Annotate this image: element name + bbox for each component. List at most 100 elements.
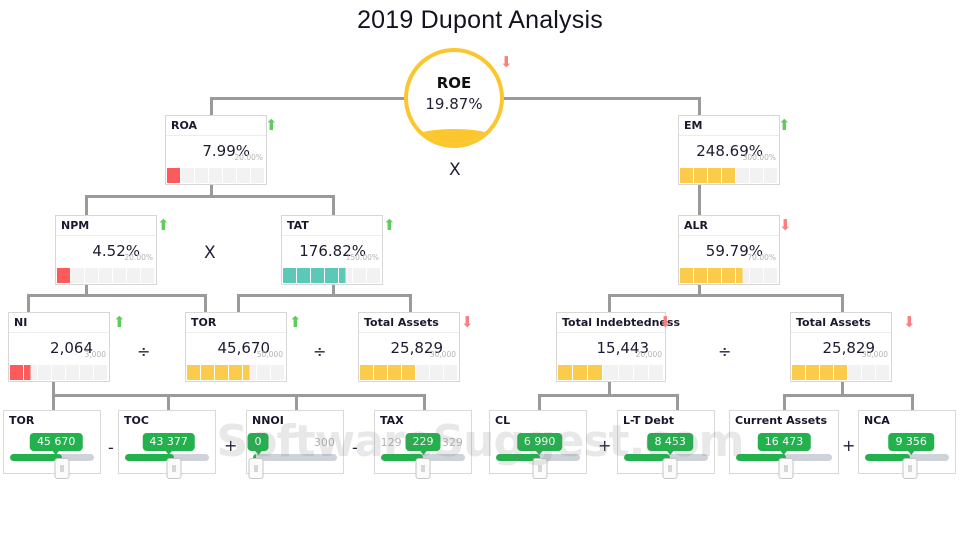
connector-ta-left-drop <box>409 294 412 312</box>
slider-nnoi-track[interactable] <box>253 454 337 461</box>
slider-card-lt-debt[interactable]: L-T Debt 8 453 <box>617 410 715 479</box>
slider-tax-area[interactable]: 129 329 229 <box>381 431 465 479</box>
card-tat[interactable]: TAT 176.82% 150.00% <box>281 215 383 285</box>
card-total-assets-right-label: Total Assets <box>791 313 891 333</box>
card-alr[interactable]: ALR 59.79% 70.00% <box>678 215 780 285</box>
connector-tat-bus <box>237 294 412 297</box>
slider-card-toc[interactable]: TOC 43 377 <box>118 410 216 479</box>
slider-tax-fill <box>381 454 423 461</box>
slider-card-nca[interactable]: NCA 9 356 <box>858 410 956 479</box>
gauge-segment <box>848 365 862 380</box>
operator-ca-plus: + <box>842 436 856 455</box>
card-ni[interactable]: NI 2,064 3,000 <box>8 312 110 382</box>
slider-lt-debt-track[interactable] <box>624 454 708 461</box>
card-tat-max: 150.00% <box>345 253 379 262</box>
slider-tor-handle[interactable] <box>54 458 70 479</box>
slider-toc-track[interactable] <box>125 454 209 461</box>
slider-nca-track[interactable] <box>865 454 949 461</box>
card-npm-label: NPM <box>56 216 156 236</box>
slider-current-assets-track[interactable] <box>736 454 832 461</box>
gauge-segment <box>722 268 736 283</box>
operator-tor-divide: ÷ <box>313 342 327 361</box>
slider-cl-handle[interactable] <box>532 458 548 479</box>
slider-lt-debt-area[interactable]: 8 453 <box>624 431 708 479</box>
card-tor-value: 45,670 <box>217 339 271 357</box>
card-total-assets-left[interactable]: Total Assets 25,829 30,000 <box>358 312 460 382</box>
gauge-segment <box>271 365 285 380</box>
slider-tor-label: TOR <box>9 414 35 427</box>
slider-toc-fill <box>125 454 174 461</box>
slider-card-tax[interactable]: TAX 129 329 229 <box>374 410 472 479</box>
card-total-assets-right[interactable]: Total Assets 25,829 30,000 <box>790 312 892 382</box>
arrow-down-icon: ⬇ <box>779 216 792 234</box>
card-ni-max: 3,000 <box>84 350 106 359</box>
card-total-assets-left-label: Total Assets <box>359 313 459 333</box>
arrow-down-icon: ⬇ <box>903 313 916 331</box>
card-total-assets-right-body: 25,829 30,000 <box>791 333 891 363</box>
slider-card-cl[interactable]: CL 6 990 <box>489 410 587 479</box>
card-total-indebtedness-max: 20,000 <box>635 350 662 359</box>
slider-nca-area[interactable]: 9 356 <box>865 431 949 479</box>
card-em-max: 300.00% <box>742 153 776 162</box>
card-tor[interactable]: TOR 45,670 50,000 <box>185 312 287 382</box>
card-total-indebtedness[interactable]: Total Indebtedness 15,443 20,000 <box>556 312 680 382</box>
card-npm-max: 20.00% <box>124 253 153 262</box>
slider-nnoi-area[interactable]: 300 0 <box>247 431 337 479</box>
slider-lt-debt-fill <box>624 454 671 461</box>
arrow-down-icon: ⬇ <box>461 313 474 331</box>
slider-card-tor[interactable]: TOR 45 670 <box>3 410 101 479</box>
slider-cl-area[interactable]: 6 990 <box>496 431 580 479</box>
slider-nnoi-handle[interactable] <box>248 458 264 479</box>
gauge-segment <box>209 168 223 183</box>
gauge-segment <box>619 365 634 380</box>
roe-value: 19.87% <box>425 95 483 113</box>
gauge-segment <box>558 365 574 380</box>
roe-node[interactable]: ROE 19.87% <box>404 48 504 148</box>
slider-tax-handle[interactable] <box>415 458 431 479</box>
gauge-segment <box>680 268 694 283</box>
card-npm[interactable]: NPM 4.52% 20.00% <box>55 215 157 285</box>
card-tor-body: 45,670 50,000 <box>186 333 286 363</box>
connector-npm-down <box>85 283 88 295</box>
connector-ca-drop <box>783 394 786 410</box>
slider-nca-value-badge: 9 356 <box>888 433 934 455</box>
slider-tax-track[interactable] <box>381 454 465 461</box>
slider-cl-track[interactable] <box>496 454 580 461</box>
slider-lt-debt-handle[interactable] <box>662 458 678 479</box>
slider-lt-debt-label: L-T Debt <box>623 414 675 427</box>
gauge-segment <box>251 168 265 183</box>
gauge-segment <box>573 365 589 380</box>
arrow-up-icon: ⬆ <box>157 216 170 234</box>
card-roa[interactable]: ROA 7.99% 20.00% <box>165 115 267 185</box>
gauge-segment <box>167 168 181 183</box>
slider-nca-handle[interactable] <box>902 458 918 479</box>
card-em[interactable]: EM 248.69% 300.00% <box>678 115 780 185</box>
slider-current-assets-area[interactable]: 16 473 <box>736 431 832 479</box>
slider-toc-area[interactable]: 43 377 <box>125 431 209 479</box>
gauge-segment <box>862 365 876 380</box>
connector-nca-drop <box>911 394 914 410</box>
operator-nnoi-minus: - <box>352 438 358 457</box>
gauge-segment <box>195 168 209 183</box>
gauge-segment <box>10 365 24 380</box>
gauge-segment <box>806 365 820 380</box>
card-ni-gauge <box>10 365 108 380</box>
slider-card-current-assets[interactable]: Current Assets 16 473 <box>729 410 839 479</box>
slider-current-assets-handle[interactable] <box>778 458 794 479</box>
slider-tor-area[interactable]: 45 670 <box>10 431 94 479</box>
connector-tat-tor-drop <box>237 294 240 312</box>
card-npm-body: 4.52% 20.00% <box>56 236 156 266</box>
card-total-indebtedness-gauge <box>558 365 664 380</box>
gauge-segment <box>215 365 229 380</box>
card-ni-value: 2,064 <box>50 339 93 357</box>
card-total-assets-right-gauge <box>792 365 890 380</box>
card-total-assets-left-body: 25,829 30,000 <box>359 333 459 363</box>
slider-tor-track[interactable] <box>10 454 94 461</box>
slider-nnoi-fill <box>253 454 257 461</box>
connector-toc-drop <box>167 394 170 410</box>
gauge-segment <box>187 365 201 380</box>
gauge-segment <box>99 268 113 283</box>
slider-toc-handle[interactable] <box>166 458 182 479</box>
slider-card-nnoi[interactable]: NNOI 300 0 <box>246 410 344 479</box>
connector-em-drop <box>698 97 701 115</box>
